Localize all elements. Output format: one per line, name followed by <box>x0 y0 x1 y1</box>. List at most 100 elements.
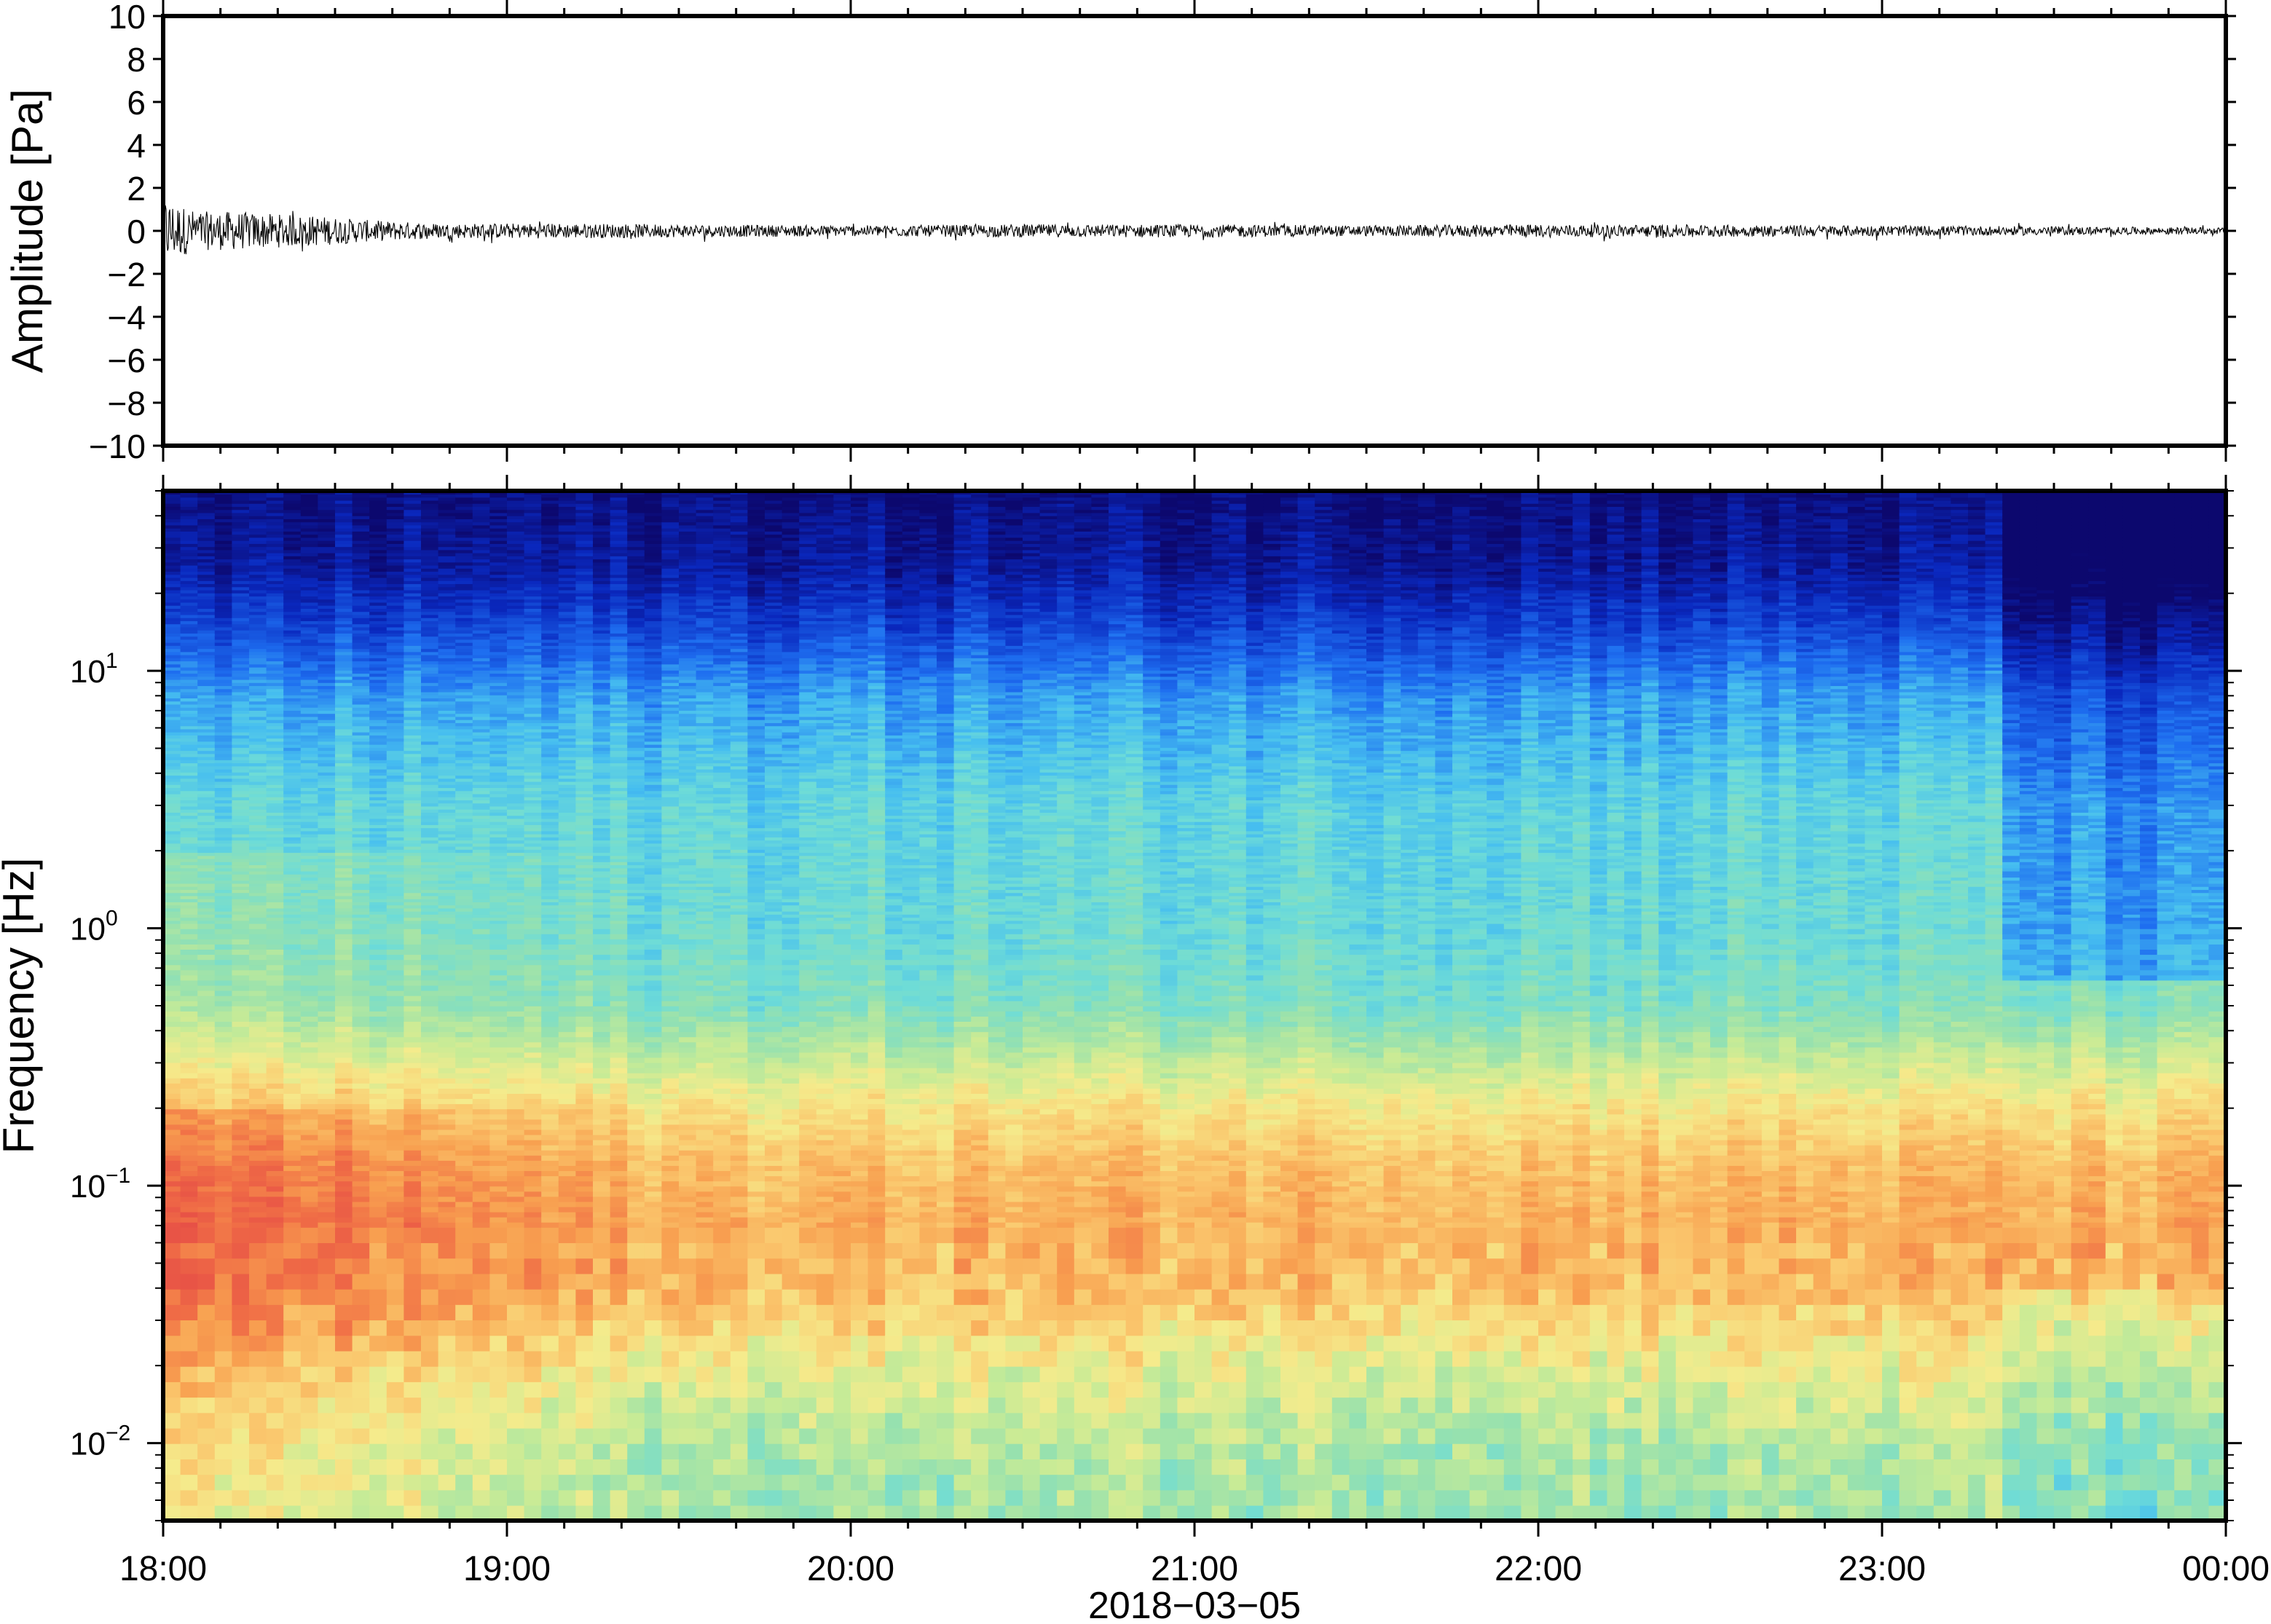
spectrogram-cell <box>214 852 233 856</box>
spectrogram-cell <box>249 1474 267 1491</box>
spectrogram-cell <box>524 849 542 854</box>
spectrogram-cell <box>318 870 336 875</box>
spectrogram-cell <box>180 543 198 548</box>
spectrogram-cell <box>489 1227 508 1244</box>
spectrogram-cell <box>335 688 353 693</box>
spectrogram-cell <box>266 741 284 745</box>
spectrogram-cell <box>421 506 439 511</box>
spectrogram-cell <box>300 1288 319 1305</box>
spectrogram-cell <box>507 1427 525 1444</box>
spectrogram-cell <box>232 1175 250 1182</box>
spectrogram-cell <box>335 1113 353 1120</box>
spectrogram-cell <box>318 1365 336 1382</box>
spectrogram-cell <box>335 837 353 841</box>
spectrogram-cell <box>438 1216 456 1223</box>
spectrogram-cell <box>249 808 267 813</box>
spectrogram-cell <box>472 617 491 621</box>
spectrogram-cell <box>163 512 181 516</box>
spectrogram-cell <box>300 949 319 955</box>
spectrogram-cell <box>300 781 319 785</box>
spectrogram-cell <box>524 519 542 523</box>
spectrogram-cell <box>404 1072 422 1079</box>
spectrogram-cell <box>524 1288 542 1305</box>
spectrogram-cell <box>300 731 319 736</box>
spectrogram-cell <box>300 651 319 655</box>
spectrogram-cell <box>386 1077 405 1084</box>
spectrogram-cell <box>266 691 284 695</box>
spectrogram-cell <box>438 778 456 782</box>
spectrogram-cell <box>455 1216 473 1223</box>
spectrogram-cell <box>524 580 542 585</box>
spectrogram-cell <box>524 895 542 899</box>
spectrogram-cell <box>438 1211 456 1218</box>
spectrogram-cell <box>438 494 456 498</box>
spectrogram-cell <box>541 1180 559 1187</box>
spectrogram-cell <box>369 818 387 822</box>
spectrogram-cell <box>283 589 302 594</box>
spectrogram-cell <box>300 864 319 869</box>
spectrogram-cell <box>541 1088 559 1094</box>
spectrogram-cell <box>318 939 336 945</box>
spectrogram-cell <box>214 939 233 945</box>
spectrogram-cell <box>163 602 181 606</box>
spectrogram-cell <box>335 923 353 929</box>
spectrogram-cell <box>335 1273 353 1290</box>
spectrogram-cell <box>455 679 473 683</box>
spectrogram-cell <box>180 1170 198 1177</box>
spectrogram-cell <box>300 974 319 981</box>
spectrogram-cell <box>438 1350 456 1367</box>
spectrogram-cell <box>197 1052 216 1058</box>
spectrogram-cell <box>300 549 319 553</box>
spectrogram-cell <box>524 923 542 929</box>
spectrogram-cell <box>404 862 422 866</box>
spectrogram-cell <box>300 741 319 745</box>
spectrogram-cell <box>335 1062 353 1068</box>
spectrogram-cell <box>455 722 473 727</box>
spectrogram-cell <box>489 543 508 548</box>
spectrogram-cell <box>283 765 302 770</box>
spectrogram-cell <box>180 895 198 899</box>
spectrogram-cell <box>214 673 233 677</box>
spectrogram-cell <box>197 1093 216 1100</box>
spectrogram-cell <box>507 706 525 711</box>
spectrogram-cell <box>421 944 439 950</box>
spectrogram-cell <box>163 645 181 650</box>
spectrogram-cell <box>489 703 508 708</box>
spectrogram-cell <box>438 611 456 615</box>
spectrogram-cell <box>524 663 542 668</box>
spectrogram-cell <box>300 1443 319 1459</box>
spectrogram-cell <box>438 1186 456 1192</box>
spectrogram-cell <box>507 1119 525 1125</box>
spectrogram-cell <box>404 1006 422 1012</box>
spectrogram-cell <box>180 620 198 625</box>
spectrogram-cell <box>214 790 233 795</box>
spectrogram-cell <box>438 620 456 625</box>
spectrogram-cell <box>266 494 284 498</box>
spectrogram-cell <box>163 812 181 816</box>
spectrogram-cell <box>318 1397 336 1414</box>
spectrogram-cell <box>369 944 387 950</box>
spectrogram-cell <box>266 651 284 655</box>
spectrogram-cell <box>266 772 284 776</box>
spectrogram-cell <box>472 760 491 764</box>
spectrogram-cell <box>507 974 525 981</box>
spectrogram-cell <box>180 830 198 835</box>
spectrogram-cell <box>472 862 491 866</box>
spectrogram-cell <box>507 827 525 832</box>
spectrogram-cell <box>197 1155 216 1161</box>
spectrogram-cell <box>421 895 439 899</box>
spectrogram-cell <box>524 944 542 950</box>
spectrogram-cell <box>335 954 353 961</box>
spectrogram-cell <box>369 549 387 553</box>
spectrogram-cell <box>421 685 439 690</box>
spectrogram-cell <box>180 580 198 585</box>
spectrogram-cell <box>214 1227 233 1244</box>
spectrogram-cell <box>438 1335 456 1352</box>
spectrogram-cell <box>489 1041 508 1048</box>
spectrogram-cell <box>472 756 491 760</box>
spectrogram-cell <box>163 663 181 668</box>
spectrogram-cell <box>249 512 267 516</box>
spectrogram-cell <box>524 645 542 650</box>
spectrogram-cell <box>369 1489 387 1506</box>
spectrogram-cell <box>524 1149 542 1156</box>
